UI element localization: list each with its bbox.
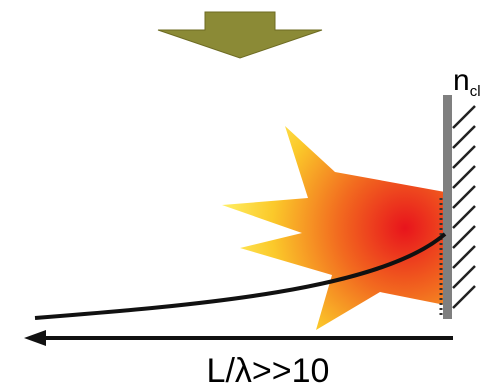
diagram: ncl L/λ>>10 xyxy=(0,0,483,390)
explosion xyxy=(222,126,445,330)
wall-label-subscript: cl xyxy=(470,83,481,100)
page: ncl L/λ>>10 (() => { const data = JSON.p… xyxy=(0,0,483,390)
distance-arrowhead xyxy=(24,330,46,346)
wall xyxy=(443,95,452,319)
wall-hatching xyxy=(453,106,475,308)
incoming-arrow xyxy=(158,12,322,58)
wall-label-main: n xyxy=(453,64,470,97)
distance-label: L/λ>>10 xyxy=(207,352,330,390)
wall-label: ncl xyxy=(453,64,481,100)
